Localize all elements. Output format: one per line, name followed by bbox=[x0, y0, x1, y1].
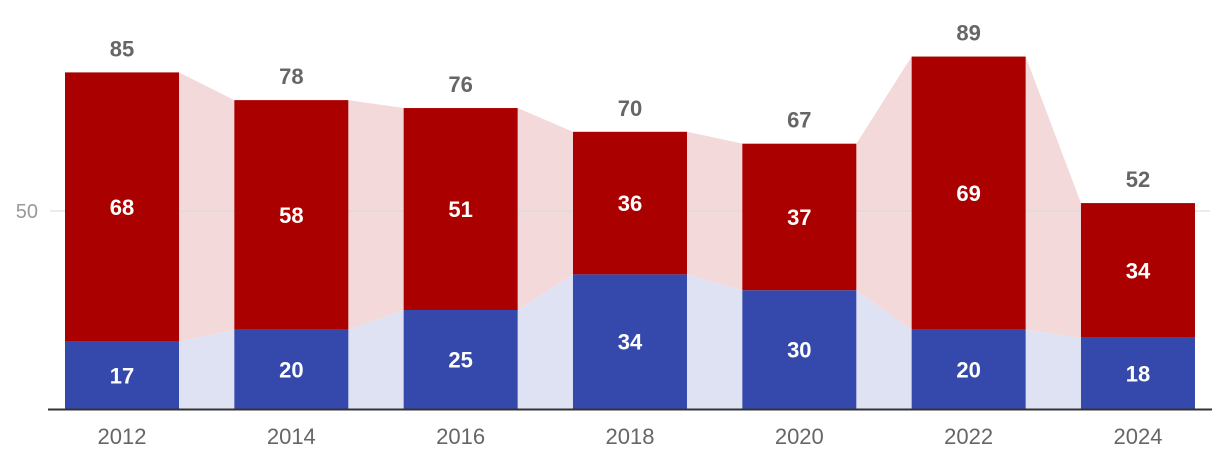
label-bottom-2022: 20 bbox=[956, 357, 980, 382]
bar-bottom-2016 bbox=[403, 310, 518, 409]
label-top-2022: 69 bbox=[956, 181, 980, 206]
bar-top-2018 bbox=[572, 131, 687, 275]
connector-bands bbox=[179, 56, 1081, 409]
band-bottom-2020-2022 bbox=[856, 290, 912, 409]
label-bottom-2024: 18 bbox=[1126, 361, 1150, 386]
label-top-2020: 37 bbox=[787, 205, 811, 230]
x-tick-label-2022: 2022 bbox=[944, 424, 993, 449]
x-tick-label-2016: 2016 bbox=[436, 424, 485, 449]
label-bottom-2014: 20 bbox=[279, 357, 303, 382]
band-bottom-2016-2018 bbox=[517, 274, 573, 409]
bar-top-2014 bbox=[234, 100, 349, 330]
x-tick-label-2024: 2024 bbox=[1114, 424, 1163, 449]
bars bbox=[65, 56, 1195, 409]
band-bottom-2022-2024 bbox=[1025, 329, 1081, 409]
labels: 50 17 68 85 2012 20 58 78 2014 25 51 76 2016 34 36 70 20… bbox=[16, 21, 1163, 449]
label-bottom-2016: 25 bbox=[448, 348, 472, 373]
band-top-2020-2022 bbox=[856, 56, 912, 330]
band-top-2012-2014 bbox=[179, 72, 235, 342]
band-top-2014-2016 bbox=[348, 100, 404, 330]
bar-bottom-2012 bbox=[65, 341, 179, 409]
total-label-2014: 78 bbox=[279, 64, 303, 89]
total-label-2018: 70 bbox=[618, 96, 642, 121]
bar-top-2016 bbox=[403, 108, 518, 310]
total-label-2022: 89 bbox=[956, 21, 980, 46]
total-label-2016: 76 bbox=[448, 72, 472, 97]
band-bottom-2018-2020 bbox=[686, 274, 743, 409]
label-top-2014: 58 bbox=[279, 203, 303, 228]
label-top-2016: 51 bbox=[448, 197, 472, 222]
bar-bottom-2020 bbox=[742, 290, 857, 409]
bar-top-2022 bbox=[911, 56, 1026, 330]
band-bottom-2014-2016 bbox=[348, 310, 404, 409]
label-top-2024: 34 bbox=[1126, 258, 1151, 283]
bar-bottom-2022 bbox=[911, 329, 1026, 409]
x-tick-label-2014: 2014 bbox=[267, 424, 316, 449]
label-top-2018: 36 bbox=[618, 191, 642, 216]
band-bottom-2012-2014 bbox=[179, 329, 235, 409]
bar-bottom-2018 bbox=[572, 274, 687, 409]
bar-bottom-2024 bbox=[1080, 337, 1195, 409]
label-bottom-2018: 34 bbox=[618, 330, 643, 355]
label-bottom-2020: 30 bbox=[787, 338, 811, 363]
total-label-2020: 67 bbox=[787, 108, 811, 133]
bar-bottom-2014 bbox=[234, 329, 349, 409]
band-top-2016-2018 bbox=[517, 108, 573, 310]
y-tick-label-50: 50 bbox=[16, 201, 38, 223]
bar-top-2012 bbox=[65, 72, 179, 342]
x-tick-label-2018: 2018 bbox=[606, 424, 655, 449]
bar-top-2020 bbox=[742, 143, 857, 291]
x-tick-label-2012: 2012 bbox=[98, 424, 147, 449]
x-tick-label-2020: 2020 bbox=[775, 424, 824, 449]
band-top-2022-2024 bbox=[1025, 56, 1081, 338]
label-top-2012: 68 bbox=[110, 195, 134, 220]
total-label-2024: 52 bbox=[1126, 167, 1150, 192]
label-bottom-2012: 17 bbox=[110, 363, 134, 388]
total-label-2012: 85 bbox=[110, 36, 134, 61]
bar-top-2024 bbox=[1080, 203, 1195, 338]
